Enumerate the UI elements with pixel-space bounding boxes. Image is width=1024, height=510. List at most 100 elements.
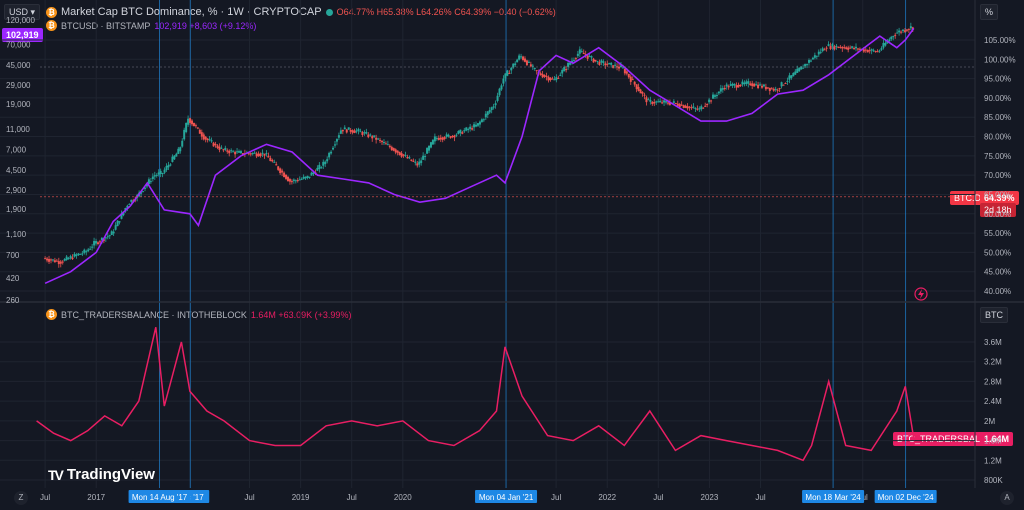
timezone-z-button[interactable]: Z (14, 491, 28, 505)
candle-body (733, 83, 736, 86)
candle-body (196, 127, 199, 129)
left-axis-tick-label: 260 (6, 296, 20, 305)
candle-body (504, 73, 507, 79)
candle-body (100, 237, 103, 241)
date-marker-lines (159, 0, 907, 488)
candle-body (300, 178, 303, 180)
candle-body (277, 166, 280, 170)
candle-body (563, 67, 566, 72)
candle-body (408, 157, 411, 159)
candle-body (674, 103, 677, 105)
candle-body (281, 170, 284, 173)
candle-body (386, 144, 389, 146)
candle-body (623, 68, 626, 74)
candle-body (365, 132, 368, 134)
candle-body (567, 62, 570, 67)
candle-body (876, 51, 879, 53)
candle-body (273, 161, 276, 163)
candle-body (855, 46, 858, 49)
candle-body (130, 199, 133, 202)
candle-body (480, 119, 483, 123)
candle-body (892, 36, 895, 38)
candle-body (712, 94, 715, 99)
currency-selector[interactable]: USD ▾ (4, 4, 41, 20)
candle-body (666, 102, 669, 104)
candle-body (864, 49, 867, 51)
left-axis-tick-label: 1,900 (6, 205, 27, 214)
candle-body (290, 181, 293, 183)
candle-body (302, 176, 305, 179)
candle-body (192, 122, 195, 127)
candle-body (330, 151, 333, 154)
indicator-scale-unit[interactable]: BTC (980, 307, 1008, 323)
candle-body (414, 161, 417, 163)
candle-body (347, 127, 350, 130)
candle-body (55, 260, 58, 262)
candle-body (147, 179, 150, 184)
candle-body (590, 56, 593, 58)
candle-body (247, 153, 250, 155)
candle-body (157, 172, 160, 175)
candle-body (520, 56, 523, 58)
candle-body (214, 144, 217, 146)
candle-body (418, 161, 421, 165)
candle-body (894, 34, 897, 36)
candle-body (165, 165, 168, 170)
candle-body (373, 135, 376, 137)
candle-body (659, 100, 662, 103)
main-series-ohlc: O64.77% H65.38% L64.26% C64.39% −0.40 (−… (336, 7, 556, 17)
right-axis-tick-label: 75.00% (984, 152, 1011, 161)
candle-body (596, 60, 599, 62)
candle-body (804, 64, 807, 67)
candle-body (155, 174, 158, 176)
candle-body (361, 132, 364, 135)
candle-body (661, 102, 664, 104)
x-axis-label: 2020 (394, 493, 412, 502)
candle-body (780, 82, 783, 87)
x-axis-label: Jul (755, 493, 765, 502)
candle-body (304, 176, 307, 179)
candle-body (651, 101, 654, 104)
candle-body (884, 42, 887, 46)
candle-body (533, 67, 536, 69)
candle-body (518, 55, 521, 60)
right-axis-tick-label: 55.00% (984, 229, 1011, 238)
candle-body (382, 142, 385, 144)
candle-body (739, 84, 742, 87)
candle-body (784, 83, 787, 85)
candle-body (802, 67, 805, 69)
candle-body (551, 78, 554, 80)
candle-body (285, 174, 288, 179)
candle-body (853, 47, 856, 49)
candle-body (800, 66, 803, 70)
x-axis-label: 2023 (701, 493, 719, 502)
candle-body (106, 236, 109, 238)
candle-body (173, 155, 176, 160)
candle-body (535, 70, 538, 72)
candle-body (625, 71, 628, 74)
x-axis-label: Jul (40, 493, 50, 502)
right-scale-unit[interactable]: % (980, 4, 999, 20)
tradingview-logo-text: TradingView (66, 466, 155, 483)
candle-body (269, 157, 272, 162)
candle-body (255, 153, 258, 157)
candle-body (473, 124, 476, 128)
auto-scale-button[interactable]: A (1000, 491, 1014, 505)
candle-body (572, 60, 575, 62)
candle-body (706, 104, 709, 106)
candle-body (46, 258, 49, 261)
x-axis-highlight-label: Mon 18 Mar '24 (805, 493, 861, 502)
candle-body (271, 160, 274, 162)
candle-body (153, 175, 156, 177)
candle-body (61, 261, 64, 263)
candle-body (59, 261, 62, 264)
candle-body (878, 50, 881, 52)
btc-series-title: BTCUSD · BITSTAMP (61, 20, 151, 31)
candle-body (841, 47, 844, 49)
candle-body (766, 87, 769, 89)
candle-body (547, 76, 550, 81)
candle-body (241, 153, 244, 155)
candle-body (880, 48, 883, 50)
candle-body (175, 153, 178, 157)
